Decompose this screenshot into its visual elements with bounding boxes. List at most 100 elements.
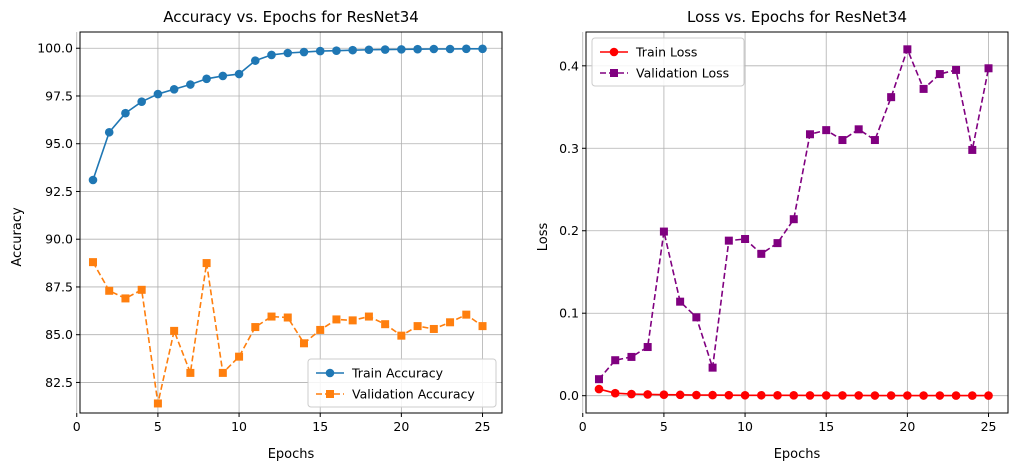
accuracy-series-validation-accuracy-point (332, 315, 341, 324)
loss-series-train-loss-point (659, 390, 669, 399)
accuracy-series-validation-accuracy-point (186, 368, 195, 377)
accuracy-series-validation-accuracy-point (462, 310, 471, 319)
accuracy-series-train-accuracy-point (315, 46, 325, 56)
loss-series-validation-loss-point (676, 297, 685, 306)
loss-y-tick-label: 0.0 (559, 388, 579, 403)
accuracy-y-axis-label: Accuracy (10, 207, 25, 267)
accuracy-y-tick-label: 97.5 (45, 88, 73, 103)
accuracy-series-train-accuracy-point (250, 56, 260, 65)
loss-x-tick-label: 25 (981, 419, 997, 434)
loss-series-validation-loss-point (919, 84, 928, 93)
loss-series-train-loss-point (951, 391, 961, 400)
loss-x-axis-label: Epochs (774, 447, 821, 462)
accuracy-x-tick-label: 5 (154, 419, 162, 434)
loss-y-tick-label: 0.3 (559, 141, 579, 156)
loss-series-validation-loss-point (903, 45, 912, 54)
accuracy-plot-frame (79, 31, 503, 414)
accuracy-legend-label: Validation Accuracy (352, 387, 475, 402)
accuracy-series-validation-accuracy-point (413, 322, 422, 331)
accuracy-legend: Train Accuracy Validation Accuracy (307, 358, 497, 408)
accuracy-series-train-accuracy-point (445, 44, 455, 54)
loss-series-validation-loss-point (789, 215, 798, 224)
loss-series-validation-loss-point (952, 65, 961, 74)
loss-series-validation-loss-point (984, 64, 993, 73)
accuracy-series-validation-accuracy-point (251, 323, 260, 332)
loss-y-tick-label: 0.2 (559, 223, 579, 238)
loss-series-validation-loss-point (757, 249, 766, 258)
accuracy-chart: Accuracy vs. Epochs for ResNet34 Epochs … (10, 8, 503, 462)
accuracy-y-tick-label: 90.0 (45, 232, 73, 247)
accuracy-series-validation-accuracy-point (267, 312, 276, 321)
accuracy-y-tick-label: 100.0 (37, 41, 73, 56)
loss-x-tick-label: 15 (818, 419, 834, 434)
loss-series-validation-loss-point (741, 234, 750, 243)
accuracy-x-tick-label: 15 (312, 419, 328, 434)
accuracy-series-train-accuracy-point (478, 44, 487, 54)
loss-series-train-loss-point (708, 390, 717, 400)
accuracy-series-train-accuracy-point (397, 45, 406, 54)
accuracy-series-train-accuracy-point (348, 45, 357, 55)
accuracy-series-validation-accuracy-point (88, 258, 97, 267)
accuracy-legend-label: Train Accuracy (351, 366, 444, 381)
loss-series-train-loss-point (984, 391, 993, 400)
loss-legend-marker (609, 47, 619, 57)
loss-series-validation-loss-point (968, 145, 977, 154)
accuracy-series-validation-accuracy-point (235, 352, 244, 361)
loss-x-tick-label: 10 (737, 419, 753, 434)
accuracy-series-train-accuracy-point (121, 108, 130, 118)
accuracy-series-validation-accuracy-point (105, 286, 114, 295)
accuracy-series-validation-accuracy (88, 258, 487, 408)
accuracy-series-validation-accuracy-point (348, 316, 357, 325)
loss-series-train-loss-point (740, 390, 750, 400)
loss-plot-frame (585, 31, 1009, 414)
loss-series-train-loss-point (805, 391, 815, 400)
loss-x-tick-label: 0 (579, 419, 587, 434)
loss-series-train-loss-point (919, 391, 928, 400)
loss-series-validation-loss-point (708, 363, 717, 372)
accuracy-series-train-accuracy-point (137, 97, 146, 107)
accuracy-series-validation-accuracy-point (478, 322, 487, 331)
accuracy-series-train-accuracy (88, 44, 487, 185)
accuracy-legend-marker (326, 390, 334, 398)
loss-x-tick-label: 5 (660, 419, 668, 434)
accuracy-series-validation-accuracy-point (429, 324, 438, 333)
accuracy-x-tick-label: 25 (475, 419, 491, 434)
accuracy-series-train-accuracy-point (332, 46, 341, 56)
accuracy-series-validation-accuracy-point (137, 285, 146, 294)
loss-series-train-loss-point (594, 384, 604, 394)
loss-series-validation-loss-point (935, 70, 944, 79)
accuracy-ticks: 0 5 10 15 20 25 82.5 85.0 87.5 90.0 92.5 95.0 97.5 10… (37, 41, 490, 434)
accuracy-series-validation-accuracy-point (218, 368, 227, 377)
accuracy-x-tick-label: 0 (73, 419, 81, 434)
loss-series-validation-loss-point (887, 93, 896, 102)
accuracy-x-tick-label: 10 (231, 419, 247, 434)
accuracy-series-train-accuracy-point (429, 44, 439, 54)
loss-series-validation-loss-point (643, 343, 652, 352)
accuracy-series-validation-accuracy-point (170, 326, 179, 335)
loss-legend-box (591, 37, 745, 87)
accuracy-series-train-accuracy-point (413, 44, 422, 54)
accuracy-grid (76, 32, 502, 413)
accuracy-y-tick-label: 85.0 (45, 327, 73, 342)
loss-series-validation-loss-point (805, 130, 814, 139)
accuracy-series-train-accuracy-point (234, 69, 244, 79)
accuracy-series-validation-accuracy-point (397, 331, 406, 340)
loss-series-validation-loss-point (611, 356, 620, 365)
accuracy-series-validation-accuracy-point (299, 339, 308, 348)
loss-y-tick-label: 0.4 (559, 58, 579, 73)
accuracy-series-train-accuracy-point (186, 80, 195, 89)
loss-series-train-loss-point (870, 391, 880, 400)
loss-ticks: 0 5 10 15 20 25 0.0 0.1 0.2 0.3 0.4 (559, 58, 996, 434)
loss-y-tick-label: 0.1 (559, 306, 579, 321)
loss-series-train-loss-point (903, 391, 912, 400)
accuracy-series-train-accuracy-point (202, 74, 211, 84)
accuracy-legend-marker (325, 368, 335, 378)
accuracy-chart-title: Accuracy vs. Epochs for ResNet34 (163, 8, 419, 26)
loss-series-validation-loss-point (854, 125, 863, 134)
accuracy-series-train-accuracy-point (153, 89, 163, 99)
accuracy-y-tick-label: 82.5 (45, 375, 73, 390)
loss-series-train-loss-point (773, 391, 782, 400)
accuracy-series-train-accuracy-point (267, 50, 276, 60)
loss-series-validation-loss-point (773, 239, 782, 248)
loss-series-validation-loss (594, 45, 993, 384)
